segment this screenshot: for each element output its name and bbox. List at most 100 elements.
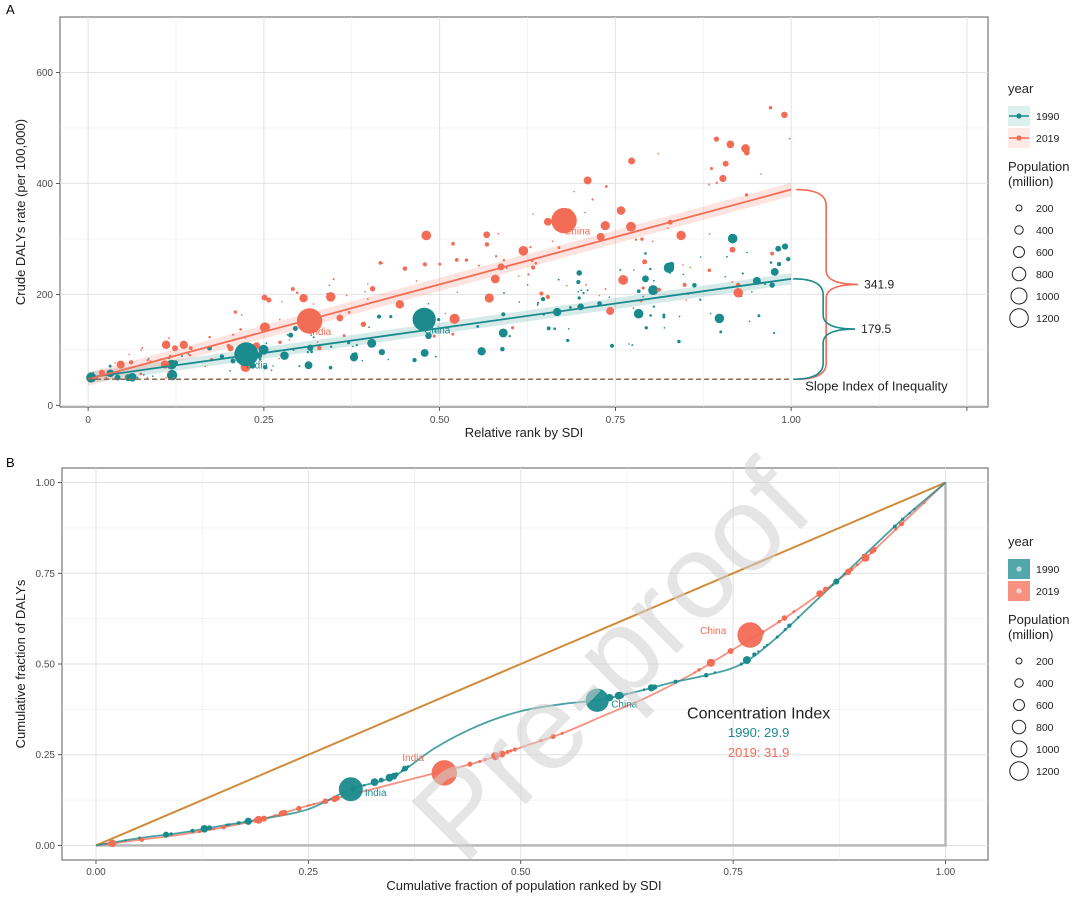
data-point-2019 <box>539 738 543 743</box>
legend-size-key <box>1014 225 1024 235</box>
data-point-1990 <box>304 361 313 370</box>
data-point-2019 <box>240 314 243 316</box>
data-point-1990 <box>586 289 589 292</box>
data-point-2019 <box>179 340 188 350</box>
data-point-2019 <box>816 590 824 598</box>
legend-year-label: 2019 <box>1036 586 1060 598</box>
data-point-1990 <box>649 314 652 317</box>
panel-b-ticks: 0.00 0.00 0.25 0.25 0.50 0.50 0.75 0.75 1.00 1.00 <box>36 478 956 878</box>
data-point-1990 <box>776 261 782 267</box>
data-point-2019 <box>288 339 291 341</box>
data-point-2019 <box>573 190 575 193</box>
data-point-2019 <box>534 262 538 265</box>
data-point-1990 <box>576 270 582 276</box>
data-point-2019 <box>583 176 592 185</box>
data-point-1990 <box>783 628 787 632</box>
panel-b: 0.00 0.00 0.25 0.25 0.50 0.50 0.75 0.75 1.00 1.00… <box>13 467 989 893</box>
data-point-1990 <box>577 290 580 293</box>
data-point-1990 <box>540 296 546 302</box>
data-point-2019 <box>822 586 829 592</box>
panel-b-points <box>107 501 926 848</box>
data-point-1990 <box>498 328 508 338</box>
data-point-1990 <box>636 289 641 294</box>
data-point-2019 <box>259 322 270 333</box>
data-point-1990 <box>263 365 268 370</box>
data-point-1990 <box>265 342 268 345</box>
data-point-1990 <box>703 672 709 678</box>
data-point-2019 <box>598 294 601 297</box>
data-point-2019 <box>308 803 312 807</box>
data-point-1990 <box>280 351 289 360</box>
legend-size-key <box>1009 308 1029 328</box>
data-point-1990 <box>682 273 685 276</box>
data-point-2019 <box>788 137 791 140</box>
data-point-1990 <box>434 330 437 333</box>
data-point-2019 <box>527 273 530 276</box>
data-point-2019 <box>290 286 295 291</box>
data-point-1990 <box>312 336 315 339</box>
data-point-2019 <box>760 173 762 175</box>
data-point-1990 <box>136 376 139 379</box>
data-point-2019 <box>676 230 686 241</box>
data-point-1990 <box>329 345 333 348</box>
data-point-1990 <box>142 374 145 376</box>
legend-size-key <box>1015 657 1023 665</box>
lorenz-curve-2019 <box>95 481 947 847</box>
data-point-1990 <box>569 306 572 309</box>
panel-b-label: B <box>6 455 15 470</box>
data-point-2019 <box>325 799 328 803</box>
data-point-2019 <box>116 360 125 369</box>
data-point-2019 <box>549 736 552 739</box>
legend-population-subtitle: (million) <box>1008 174 1054 189</box>
data-point-2019 <box>744 193 749 197</box>
data-point-1990 <box>169 362 173 366</box>
data-point-2019 <box>922 501 926 504</box>
data-point-1990 <box>169 832 173 836</box>
legend-key-dot <box>1016 566 1022 572</box>
y-tick-label: 600 <box>36 68 53 79</box>
data-point-1990 <box>209 826 213 829</box>
legend-size-key <box>1010 740 1028 758</box>
data-point-1990 <box>582 291 585 295</box>
data-point-1990 <box>108 364 112 368</box>
data-point-1990 <box>553 327 557 331</box>
data-point-1990 <box>662 315 666 319</box>
data-point-1990 <box>371 339 373 342</box>
data-point-2019 <box>847 569 851 573</box>
data-point-2019 <box>642 259 648 265</box>
data-point-2019 <box>505 267 508 269</box>
data-point-2019 <box>167 371 170 374</box>
data-point-1990 <box>228 823 231 826</box>
data-point-2019 <box>221 825 226 830</box>
legend-size-label: 1200 <box>1036 313 1060 325</box>
data-point-1990 <box>748 320 751 323</box>
data-point-2019 <box>281 301 283 303</box>
data-point-1990 <box>230 358 236 364</box>
fit-line-2019 <box>87 188 792 381</box>
data-point-1990 <box>250 363 256 369</box>
legend-size-label: 600 <box>1036 247 1054 259</box>
legend-year-title: year <box>1008 81 1034 96</box>
data-point-1990 <box>546 326 551 331</box>
data-point-1990 <box>503 291 505 294</box>
x-tick-label: 0.25 <box>254 415 274 426</box>
data-point-2019 <box>299 294 308 303</box>
data-point-1990 <box>412 357 417 363</box>
x-tick-label: 0.75 <box>606 415 626 426</box>
data-point-1990 <box>642 688 646 692</box>
highlight-point-india-1990 <box>338 777 363 802</box>
data-point-2019 <box>208 335 211 339</box>
data-point-1990 <box>751 291 753 293</box>
data-point-1990 <box>402 767 407 771</box>
data-point-1990 <box>616 691 625 699</box>
data-point-2019 <box>632 269 635 271</box>
highlight-point-china-1990 <box>412 307 436 331</box>
data-point-1990 <box>577 296 581 300</box>
y-tick-label: 0.50 <box>36 660 56 671</box>
data-point-2019 <box>517 275 520 277</box>
data-point-2019 <box>334 795 340 801</box>
data-point-1990 <box>147 357 150 360</box>
data-point-2019 <box>477 264 480 267</box>
data-point-2019 <box>551 240 554 242</box>
